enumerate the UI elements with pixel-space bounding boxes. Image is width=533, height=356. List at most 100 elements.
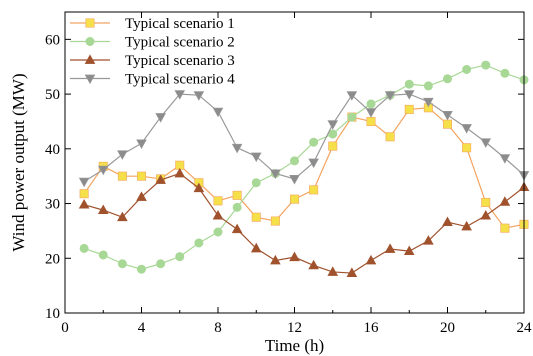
series-3-point — [461, 220, 472, 231]
series-4-point — [480, 138, 492, 148]
series-2-point — [194, 238, 204, 248]
y-tick-label: 30 — [45, 197, 60, 213]
series-2-point — [117, 259, 127, 269]
series-3-point — [193, 182, 205, 193]
series-4-point — [174, 90, 186, 100]
series-3-point — [346, 267, 358, 277]
series-2-point — [289, 156, 299, 166]
series-3 — [78, 167, 530, 277]
series-4-point — [384, 91, 396, 101]
x-tick-label: 0 — [61, 320, 69, 336]
series-3-point — [117, 211, 128, 222]
series-4-point — [308, 158, 319, 169]
series-3-point — [289, 251, 300, 262]
y-tick-label: 20 — [45, 251, 60, 267]
series-4-point — [212, 107, 224, 118]
y-axis-label: Wind power output (MW) — [9, 73, 28, 251]
series-1-point — [232, 190, 242, 200]
legend-entry-1: Typical scenario 1 — [70, 16, 235, 32]
series-4 — [78, 90, 530, 188]
series-1-point — [462, 143, 472, 153]
legend-marker — [84, 74, 96, 85]
legend-label: Typical scenario 1 — [125, 16, 235, 32]
legend-entry-2: Typical scenario 2 — [70, 35, 235, 51]
series-3-point — [327, 266, 339, 276]
series-3-point — [384, 243, 396, 253]
series-4-point — [155, 113, 166, 123]
series-4-point — [193, 91, 205, 101]
series-3-line — [83, 172, 525, 274]
legend-marker — [84, 54, 96, 64]
x-axis-label: Time (h) — [265, 336, 324, 355]
series-2-point — [251, 178, 261, 188]
series-3-point — [270, 254, 281, 265]
series-3-point — [155, 174, 166, 184]
series-2 — [79, 60, 529, 274]
series-4-point — [97, 165, 109, 176]
series-3-point — [97, 204, 109, 215]
series-2-point — [404, 79, 414, 89]
series-1-point — [309, 185, 319, 195]
x-tick-label: 24 — [517, 320, 533, 336]
series-3-point — [403, 245, 415, 256]
series-4-point — [289, 175, 300, 185]
series-2-point — [79, 243, 89, 253]
x-tick-label: 12 — [287, 320, 302, 336]
series-4-point — [117, 150, 128, 160]
series-2-point — [156, 259, 166, 269]
series-3-point — [212, 209, 224, 220]
series-1 — [79, 103, 529, 233]
series-1-point — [137, 171, 147, 181]
series-3-point — [480, 209, 492, 220]
series-4-point — [365, 108, 377, 118]
series-4-point — [250, 152, 262, 163]
x-tick-label: 16 — [364, 320, 380, 336]
legend-label: Typical scenario 4 — [125, 72, 235, 88]
series-2-point — [98, 250, 108, 260]
series-2-point — [500, 68, 510, 78]
series-1-point — [481, 197, 491, 207]
legend-label: Typical scenario 3 — [125, 53, 235, 69]
series-1-point — [213, 196, 223, 206]
series-2-point — [309, 137, 319, 147]
x-tick-label: 20 — [440, 320, 455, 336]
series-3-point — [442, 216, 453, 227]
series-1-point — [385, 132, 395, 142]
legend-label: Typical scenario 2 — [125, 35, 235, 51]
y-tick-label: 60 — [45, 32, 60, 48]
series-4-point — [136, 139, 147, 149]
series-1-point — [404, 104, 414, 114]
series-4-line — [83, 93, 525, 183]
series-4-point — [231, 143, 243, 154]
series-1-point — [79, 189, 89, 199]
series-4-point — [423, 97, 434, 108]
series-4-point — [499, 154, 511, 164]
series-3-point — [231, 223, 243, 234]
series-4-point — [327, 120, 339, 130]
x-tick-label: 4 — [138, 320, 146, 336]
legend-entry-3: Typical scenario 3 — [70, 53, 235, 69]
series-1-point — [442, 119, 452, 129]
series-layer — [78, 60, 530, 277]
series-3-point — [174, 167, 186, 178]
ticks-layer: 0 4 8 12 16 20 24 10 20 30 40 50 60 — [45, 12, 532, 336]
series-1-point — [270, 216, 280, 226]
series-3-point — [365, 254, 377, 265]
series-4-point — [442, 110, 453, 121]
series-2-point — [462, 64, 472, 74]
series-3-point — [78, 199, 90, 209]
series-2-point — [175, 252, 185, 262]
series-2-point — [328, 129, 338, 139]
series-1-point — [500, 223, 510, 233]
series-3-point — [250, 242, 262, 253]
legend-marker — [85, 36, 95, 46]
series-4-point — [403, 90, 415, 100]
series-4-point — [461, 124, 472, 134]
series-2-point — [137, 264, 147, 274]
series-4-point — [78, 177, 90, 188]
series-3-point — [308, 259, 319, 270]
series-4-point — [270, 169, 281, 180]
legend: Typical scenario 1 Typical scenario 2 Typi… — [70, 16, 235, 88]
series-2-point — [481, 60, 491, 70]
